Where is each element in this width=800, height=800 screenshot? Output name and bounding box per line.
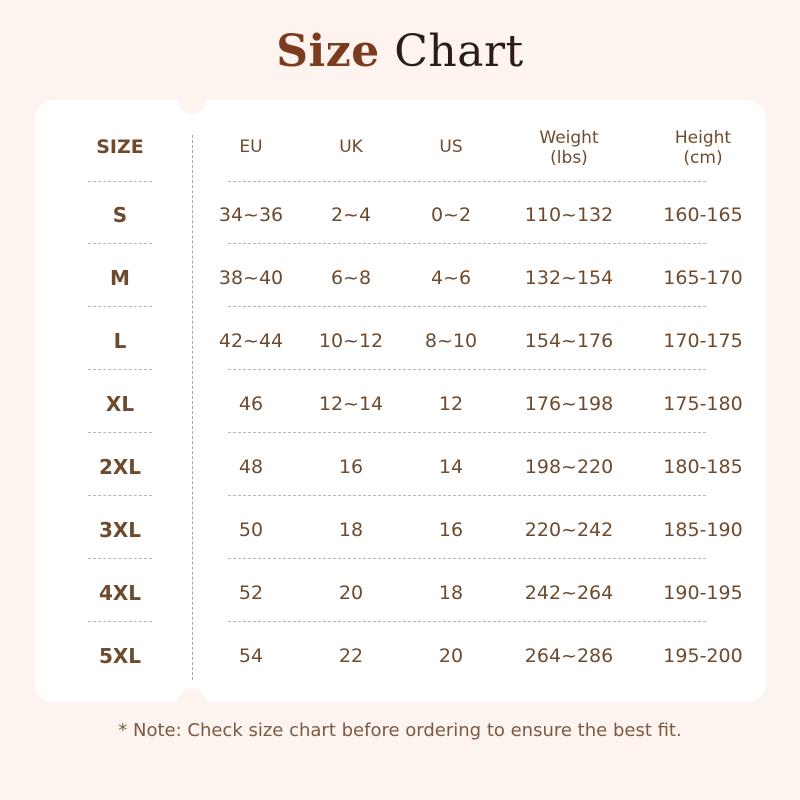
cell-us: 16 <box>438 519 464 541</box>
row-divider <box>228 243 706 244</box>
cell-height: 160-165 <box>663 204 743 226</box>
row-divider-size <box>88 621 152 622</box>
cell-us: 0~2 <box>430 204 472 226</box>
size-table-card <box>35 100 766 702</box>
header-size: SIZE <box>96 136 144 158</box>
cell-eu: 54 <box>238 645 264 667</box>
cell-us: 14 <box>438 456 464 478</box>
row-divider-size <box>88 306 152 307</box>
card-notch-top <box>178 86 206 114</box>
cell-uk: 12~14 <box>318 393 384 415</box>
cell-size: 4XL <box>98 581 142 605</box>
row-divider <box>228 621 706 622</box>
cell-weight: 154~176 <box>524 330 614 352</box>
row-divider-size <box>88 369 152 370</box>
row-divider-size <box>88 558 152 559</box>
cell-uk: 16 <box>338 456 364 478</box>
cell-height: 180-185 <box>663 456 743 478</box>
cell-uk: 18 <box>338 519 364 541</box>
cell-size: S <box>112 203 128 227</box>
cell-eu: 42~44 <box>218 330 284 352</box>
cell-uk: 2~4 <box>330 204 372 226</box>
title-chart: Chart <box>394 26 524 77</box>
cell-eu: 50 <box>238 519 264 541</box>
cell-size: XL <box>105 392 135 416</box>
cell-us: 8~10 <box>424 330 478 352</box>
header-uk: UK <box>339 137 363 157</box>
cell-uk: 10~12 <box>318 330 384 352</box>
cell-height: 175-180 <box>663 393 743 415</box>
cell-us: 18 <box>438 582 464 604</box>
cell-eu: 48 <box>238 456 264 478</box>
header-us: US <box>439 137 463 157</box>
cell-size: 3XL <box>98 518 142 542</box>
cell-eu: 52 <box>238 582 264 604</box>
row-divider <box>228 306 706 307</box>
cell-height: 190-195 <box>663 582 743 604</box>
cell-height: 185-190 <box>663 519 743 541</box>
cell-weight: 198~220 <box>524 456 614 478</box>
cell-weight: 110~132 <box>524 204 614 226</box>
cell-weight: 264~286 <box>524 645 614 667</box>
card-notch-bottom <box>178 688 206 716</box>
row-divider-size <box>88 181 152 182</box>
row-divider <box>228 432 706 433</box>
cell-weight: 176~198 <box>524 393 614 415</box>
cell-uk: 6~8 <box>330 267 372 289</box>
row-divider-size <box>88 243 152 244</box>
page-title: Size Chart <box>0 22 800 82</box>
cell-us: 20 <box>438 645 464 667</box>
cell-size: M <box>110 266 130 290</box>
header-weight: Weight (lbs) <box>539 128 599 168</box>
header-eu: EU <box>239 137 263 157</box>
row-divider-size <box>88 432 152 433</box>
cell-size: L <box>113 329 127 353</box>
cell-eu: 38~40 <box>218 267 284 289</box>
cell-height: 195-200 <box>663 645 743 667</box>
note-text: * Note: Check size chart before ordering… <box>118 720 682 741</box>
cell-weight: 220~242 <box>524 519 614 541</box>
title-size: Size <box>276 26 380 77</box>
row-divider <box>228 558 706 559</box>
cell-uk: 22 <box>338 645 364 667</box>
cell-size: 5XL <box>98 644 142 668</box>
row-divider <box>228 495 706 496</box>
cell-size: 2XL <box>98 455 142 479</box>
cell-uk: 20 <box>338 582 364 604</box>
cell-eu: 34~36 <box>218 204 284 226</box>
cell-us: 4~6 <box>430 267 472 289</box>
cell-us: 12 <box>438 393 464 415</box>
header-height: Height (cm) <box>674 128 732 168</box>
row-divider-size <box>88 495 152 496</box>
row-divider <box>228 181 706 182</box>
cell-weight: 132~154 <box>524 267 614 289</box>
cell-height: 170-175 <box>663 330 743 352</box>
cell-weight: 242~264 <box>524 582 614 604</box>
column-divider <box>192 135 193 680</box>
cell-eu: 46 <box>238 393 264 415</box>
row-divider <box>228 369 706 370</box>
cell-height: 165-170 <box>663 267 743 289</box>
